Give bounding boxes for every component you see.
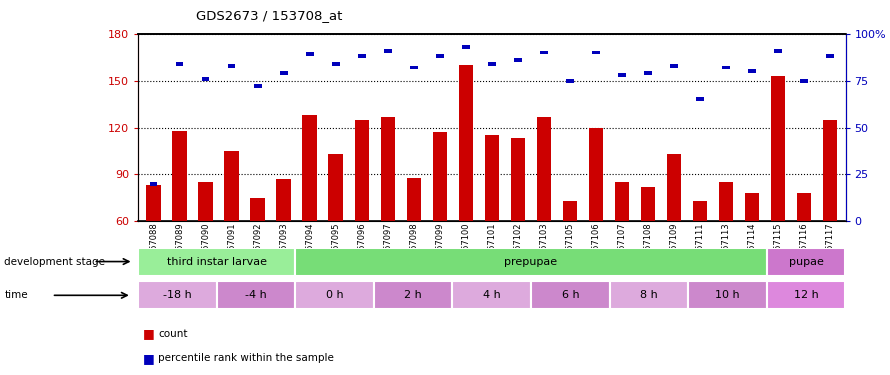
Bar — [150, 182, 158, 186]
Bar — [797, 193, 811, 221]
Bar — [224, 151, 239, 221]
Bar — [767, 248, 845, 276]
Bar — [138, 248, 295, 276]
Bar — [484, 135, 499, 221]
Bar — [719, 182, 733, 221]
Bar — [610, 281, 688, 309]
Bar — [436, 54, 443, 58]
Bar — [531, 281, 610, 309]
Bar — [537, 117, 551, 221]
Bar — [381, 117, 395, 221]
Text: 4 h: 4 h — [483, 290, 500, 300]
Text: pupae: pupae — [789, 256, 823, 267]
Bar — [328, 154, 343, 221]
Bar — [202, 77, 209, 81]
Text: prepupae: prepupae — [505, 256, 558, 267]
Bar — [462, 45, 470, 49]
Text: ■: ■ — [142, 352, 154, 364]
Bar — [303, 115, 317, 221]
Bar — [295, 281, 374, 309]
Bar — [540, 51, 547, 54]
Bar — [748, 69, 756, 73]
Bar — [228, 64, 236, 68]
Bar — [198, 182, 213, 221]
Text: -18 h: -18 h — [163, 290, 191, 300]
Bar — [566, 79, 574, 82]
Text: 10 h: 10 h — [716, 290, 740, 300]
Bar — [800, 79, 808, 82]
Bar — [692, 201, 707, 221]
Bar — [173, 130, 187, 221]
Bar — [452, 281, 531, 309]
Bar — [667, 154, 681, 221]
Text: 8 h: 8 h — [640, 290, 658, 300]
Bar — [514, 58, 522, 62]
Bar — [670, 64, 677, 68]
Text: ■: ■ — [142, 327, 154, 340]
Bar — [618, 73, 626, 77]
Text: 0 h: 0 h — [326, 290, 344, 300]
Bar — [433, 132, 447, 221]
Bar — [722, 66, 730, 69]
Bar — [688, 281, 767, 309]
Bar — [696, 98, 704, 101]
Bar — [641, 187, 655, 221]
Bar — [354, 120, 368, 221]
Bar — [643, 71, 651, 75]
Bar — [615, 182, 629, 221]
Bar — [822, 120, 837, 221]
Text: GDS2673 / 153708_at: GDS2673 / 153708_at — [196, 9, 342, 22]
Bar — [295, 248, 767, 276]
Bar — [332, 62, 340, 66]
Bar — [277, 179, 291, 221]
Bar — [384, 49, 392, 52]
Text: 2 h: 2 h — [404, 290, 422, 300]
Text: third instar larvae: third instar larvae — [166, 256, 267, 267]
Text: 12 h: 12 h — [794, 290, 819, 300]
Bar — [409, 66, 417, 69]
Bar — [175, 62, 183, 66]
Bar — [592, 51, 600, 54]
Text: percentile rank within the sample: percentile rank within the sample — [158, 353, 335, 363]
Text: 6 h: 6 h — [562, 290, 579, 300]
Bar — [216, 281, 295, 309]
Bar — [458, 65, 473, 221]
Bar — [306, 53, 313, 56]
Bar — [771, 76, 785, 221]
Bar — [767, 281, 845, 309]
Bar — [588, 128, 603, 221]
Text: development stage: development stage — [4, 256, 105, 267]
Text: count: count — [158, 329, 188, 339]
Bar — [745, 193, 759, 221]
Bar — [562, 201, 577, 221]
Bar — [138, 281, 216, 309]
Text: -4 h: -4 h — [245, 290, 267, 300]
Bar — [279, 71, 287, 75]
Bar — [774, 49, 781, 52]
Bar — [826, 54, 834, 58]
Bar — [511, 138, 525, 221]
Bar — [407, 177, 421, 221]
Bar — [254, 84, 262, 88]
Bar — [146, 185, 161, 221]
Bar — [250, 198, 264, 221]
Bar — [374, 281, 452, 309]
Bar — [358, 54, 366, 58]
Bar — [488, 62, 496, 66]
Text: time: time — [4, 290, 28, 300]
